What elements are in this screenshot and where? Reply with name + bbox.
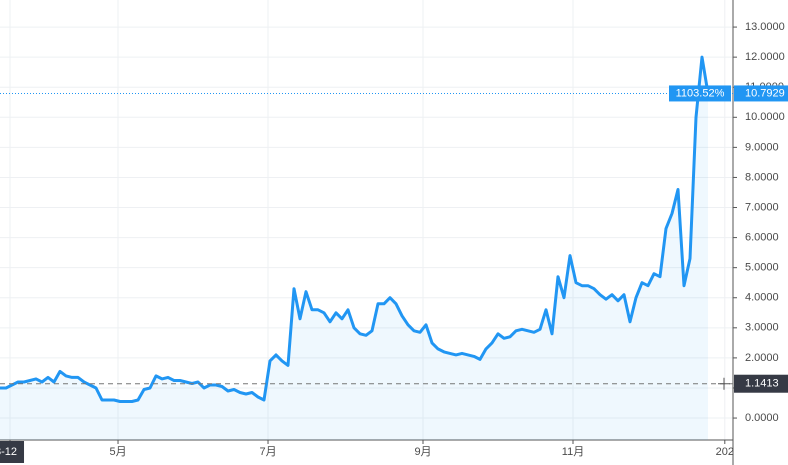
y-tick-label: 12.0000 — [745, 51, 785, 63]
line — [0, 55, 710, 403]
y-tick-label: 4.0000 — [745, 292, 779, 304]
x-tick-label: 7月 — [259, 446, 276, 458]
change-label: 1103.52% — [676, 87, 725, 99]
y-tick-label: 13.0000 — [745, 21, 785, 33]
last-value-badge — [734, 85, 788, 102]
crosshair-cursor — [718, 377, 730, 390]
y-tick-label: 7.0000 — [745, 201, 779, 213]
y-tick-label: 8.0000 — [745, 171, 779, 183]
crosshair-label: 1.1413 — [745, 378, 779, 390]
y-tick-label: 9.0000 — [745, 141, 779, 153]
crosshair-badge — [734, 374, 788, 393]
x-tick-label: 11月 — [562, 446, 584, 458]
x-tick-label: 9月 — [414, 446, 431, 458]
y-tick-label: 3.0000 — [745, 322, 779, 334]
last-value-label: 10.7929 — [745, 87, 785, 99]
y-tick-label: 6.0000 — [745, 232, 779, 244]
y-tick-label: 0.0000 — [745, 412, 779, 424]
y-tick-label: 5.0000 — [745, 262, 779, 274]
y-tick-label: 2.0000 — [745, 352, 779, 364]
y-tick-label: 10.0000 — [745, 111, 785, 123]
x-tick-label: 202 — [716, 446, 734, 458]
x-tick-label: 5月 — [109, 446, 126, 458]
x-crosshair-badge — [0, 441, 25, 463]
area — [0, 57, 708, 440]
change-badge — [669, 85, 731, 102]
x-tick-label: 3-12 — [0, 446, 17, 458]
